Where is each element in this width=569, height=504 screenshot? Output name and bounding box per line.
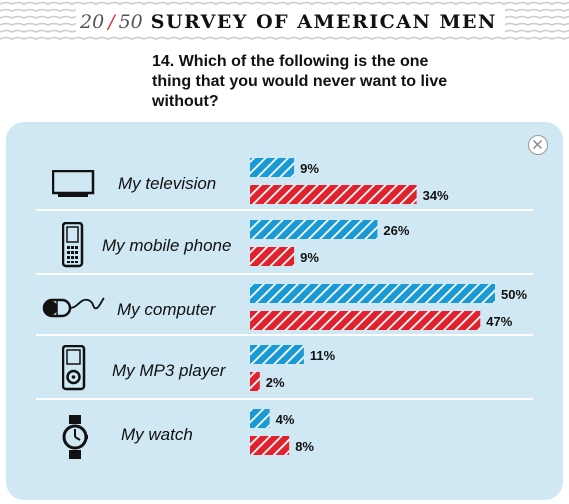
chart-panel: 9% 34% 26% 9% 50% 47% 11% 2% 4% 8% xyxy=(6,122,563,500)
bar-chart: 9% 34% 26% 9% 50% 47% 11% 2% 4%8% xyxy=(36,158,533,455)
bar-4-series-0 xyxy=(250,409,270,428)
bar-2-series-1 xyxy=(250,311,481,330)
bar-0-series-1 xyxy=(250,185,417,204)
bar-value-label: 11% xyxy=(310,348,336,363)
bar-0-series-0 xyxy=(250,158,295,177)
question-text: 14. Which of the following is the one th… xyxy=(152,53,448,110)
bar-3-series-1 xyxy=(250,372,260,391)
bar-value-label: 9% xyxy=(300,161,319,176)
page-number-separator: / xyxy=(108,11,115,33)
watch-icon xyxy=(62,415,88,459)
bar-value-label: 9% xyxy=(300,250,319,265)
bar-value-label: 26% xyxy=(383,223,409,238)
category-label: My mobile phone xyxy=(102,236,232,255)
page-number-total: 50 xyxy=(118,11,143,33)
category-label: My MP3 player xyxy=(112,361,226,380)
bar-value-label: 47% xyxy=(486,314,512,329)
bar-value-label: 8% xyxy=(295,439,314,454)
bar-1-series-0 xyxy=(250,220,378,239)
bar-value-label: 2% xyxy=(266,375,285,390)
category-label: My watch xyxy=(121,425,193,444)
mobile-phone-icon xyxy=(62,222,84,268)
mp3-player-icon xyxy=(62,345,86,391)
bar-3-series-0 xyxy=(250,345,304,364)
bar-value-label: 34% xyxy=(423,188,449,203)
computer-mouse-icon xyxy=(42,297,105,318)
survey-title: SURVEY OF AMERICAN MEN xyxy=(150,11,497,33)
close-button[interactable] xyxy=(528,135,548,155)
category-label: My television xyxy=(118,174,217,193)
bar-value-label: 4% xyxy=(276,412,295,427)
bar-4-series-1 xyxy=(250,436,290,455)
bar-value-label: 50% xyxy=(501,287,527,302)
page-number-current: 20 xyxy=(80,11,105,33)
bar-2-series-0 xyxy=(250,284,495,303)
bar-1-series-1 xyxy=(250,247,295,266)
header-title: 20/50 SURVEY OF AMERICAN MEN xyxy=(76,9,505,35)
category-label: My computer xyxy=(117,300,216,319)
close-icon xyxy=(533,140,542,149)
television-icon xyxy=(52,170,95,197)
page-header: 20/50 SURVEY OF AMERICAN MEN xyxy=(0,0,569,44)
